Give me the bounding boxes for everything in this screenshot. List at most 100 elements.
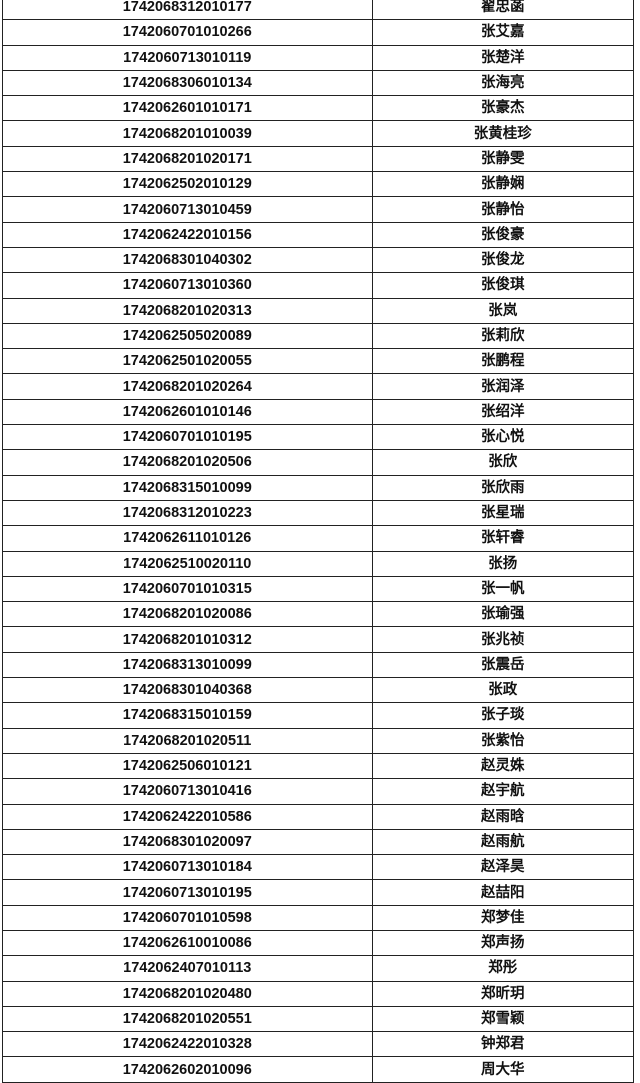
student-id-cell: 1742068201020511 — [2, 727, 373, 754]
student-name-cell: 张俊龙 — [371, 246, 634, 274]
student-name-cell: 赵雨航 — [371, 828, 634, 856]
student-name-cell: 周大华 — [371, 1056, 634, 1083]
student-id-cell: 1742068306010134 — [2, 69, 373, 97]
student-id-cell: 1742068312010177 — [2, 0, 373, 21]
table-row: 1742060713010459 张静怡 — [2, 196, 634, 223]
table-row: 1742062610010086 郑声扬 — [2, 929, 634, 957]
table-row: 1742060713010184 赵泽昊 — [2, 854, 634, 881]
student-name-cell: 郑雪颖 — [371, 1005, 634, 1033]
student-id-cell: 1742068201010312 — [2, 626, 373, 653]
student-name-cell: 张静怡 — [371, 196, 634, 223]
student-id-cell: 1742060713010184 — [2, 854, 373, 881]
student-name-cell: 张绍洋 — [371, 398, 634, 426]
student-id-cell: 1742062601010146 — [2, 398, 373, 426]
student-id-cell: 1742068201020551 — [2, 1005, 373, 1033]
table-row: 1742060701010315 张一帆 — [2, 575, 634, 603]
table-row: 1742068201020480 郑昕玥 — [2, 980, 634, 1007]
table-row: 1742068201020551 郑雪颖 — [2, 1005, 634, 1033]
student-id-cell: 1742068201020313 — [2, 297, 373, 324]
table-row: 1742062601010171 张豪杰 — [2, 95, 634, 122]
table-row: 1742060713010119 张楚洋 — [2, 44, 634, 71]
student-name-cell: 张欣雨 — [371, 474, 634, 501]
student-name-cell: 张静雯 — [371, 145, 634, 173]
student-id-cell: 1742068313010099 — [2, 651, 373, 679]
student-id-cell: 1742060701010195 — [2, 424, 373, 451]
student-id-cell: 1742068201020506 — [2, 449, 373, 476]
student-name-cell: 翟忠菡 — [371, 0, 634, 21]
table-row: 1742060713010360 张俊琪 — [2, 272, 634, 299]
student-name-cell: 赵雨晗 — [371, 803, 634, 830]
table-row: 1742062422010156 张俊豪 — [2, 221, 634, 248]
student-id-cell: 1742062610010086 — [2, 929, 373, 957]
table-row: 1742068306010134 张海亮 — [2, 69, 634, 97]
student-id-cell: 1742062611010126 — [2, 525, 373, 552]
student-name-cell: 张震岳 — [371, 651, 634, 679]
student-name-cell: 张俊豪 — [371, 221, 634, 248]
student-name-cell: 郑梦佳 — [371, 904, 634, 931]
student-name-cell: 张扬 — [371, 550, 634, 577]
student-id-cell: 1742060713010459 — [2, 196, 373, 223]
student-name-cell: 张艾嘉 — [371, 19, 634, 46]
table-row: 1742062501020055 张鹏程 — [2, 348, 634, 375]
table-row: 1742062601010146 张绍洋 — [2, 398, 634, 426]
student-name-cell: 赵泽昊 — [371, 854, 634, 881]
student-id-cell: 1742068301020097 — [2, 828, 373, 856]
table-row: 1742068201020086 张瑜强 — [2, 601, 634, 628]
student-name-cell: 张静娴 — [371, 171, 634, 198]
student-name-cell: 张豪杰 — [371, 95, 634, 122]
student-name-cell: 张楚洋 — [371, 44, 634, 71]
table-row: 1742068315010159 张子琰 — [2, 702, 634, 729]
student-name-cell: 张欣 — [371, 449, 634, 476]
student-id-cell: 1742062502010129 — [2, 171, 373, 198]
student-id-cell: 1742060701010315 — [2, 575, 373, 603]
table-row: 1742062505020089 张莉欣 — [2, 322, 634, 350]
table-row: 1742060701010195 张心悦 — [2, 424, 634, 451]
table-row: 1742062407010113 郑彤 — [2, 955, 634, 982]
student-id-cell: 1742068315010099 — [2, 474, 373, 501]
table-row: 1742068201020171 张静雯 — [2, 145, 634, 173]
table-row: 1742068201020313 张岚 — [2, 297, 634, 324]
student-name-cell: 张海亮 — [371, 69, 634, 97]
student-name-cell: 张一帆 — [371, 575, 634, 603]
student-name-cell: 张莉欣 — [371, 322, 634, 350]
student-id-cell: 1742062422010156 — [2, 221, 373, 248]
table-row: 1742068201010312 张兆祯 — [2, 626, 634, 653]
student-name-cell: 郑声扬 — [371, 929, 634, 957]
table-row: 1742060713010416 赵宇航 — [2, 778, 634, 805]
student-id-cell: 1742068201020480 — [2, 980, 373, 1007]
student-name-cell: 郑彤 — [371, 955, 634, 982]
student-id-cell: 1742068201010039 — [2, 120, 373, 147]
table-row: 1742062602010096 周大华 — [2, 1056, 634, 1083]
student-name-cell: 张黄桂珍 — [371, 120, 634, 147]
table-row: 1742068201020506 张欣 — [2, 449, 634, 476]
student-name-cell: 张润泽 — [371, 373, 634, 400]
student-name-cell: 张兆祯 — [371, 626, 634, 653]
table-row: 1742068201020264 张润泽 — [2, 373, 634, 400]
student-id-cell: 1742068301040302 — [2, 246, 373, 274]
table-row: 1742068201020511 张紫怡 — [2, 727, 634, 754]
table-row: 1742060701010598 郑梦佳 — [2, 904, 634, 931]
table-row: 1742062502010129 张静娴 — [2, 171, 634, 198]
table-row: 1742062422010328 钟郑君 — [2, 1031, 634, 1058]
table-row: 1742068312010177 翟忠菡 — [2, 0, 634, 21]
student-id-cell: 1742068315010159 — [2, 702, 373, 729]
student-name-cell: 张俊琪 — [371, 272, 634, 299]
student-name-cell: 赵宇航 — [371, 778, 634, 805]
student-id-cell: 1742060701010266 — [2, 19, 373, 46]
table-row: 1742068313010099 张震岳 — [2, 651, 634, 679]
table-row: 1742068301020097 赵雨航 — [2, 828, 634, 856]
student-id-cell: 1742068301040368 — [2, 677, 373, 704]
student-name-cell: 张星瑞 — [371, 499, 634, 527]
table-row: 1742060701010266 张艾嘉 — [2, 19, 634, 46]
table-row: 1742068301040302 张俊龙 — [2, 246, 634, 274]
student-id-cell: 1742060713010195 — [2, 879, 373, 906]
student-id-cell: 1742062506010121 — [2, 752, 373, 780]
student-name-cell: 张岚 — [371, 297, 634, 324]
table-row: 1742062422010586 赵雨晗 — [2, 803, 634, 830]
student-name-cell: 钟郑君 — [371, 1031, 634, 1058]
student-id-cell: 1742062602010096 — [2, 1056, 373, 1083]
student-id-cell: 1742062422010328 — [2, 1031, 373, 1058]
student-name-cell: 张政 — [371, 677, 634, 704]
student-name-cell: 张紫怡 — [371, 727, 634, 754]
